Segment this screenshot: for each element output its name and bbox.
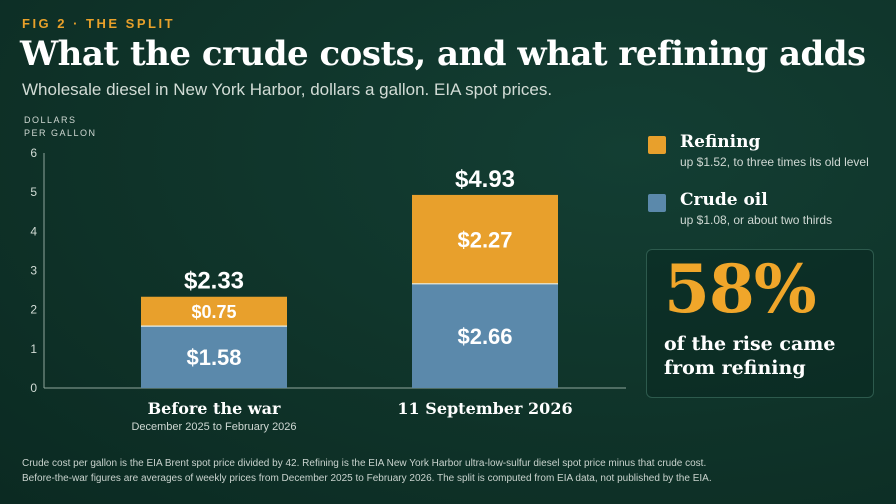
legend-swatch-refining (648, 136, 666, 154)
y-tick-label: 6 (30, 146, 37, 160)
chart-title: What the crude costs, and what refining … (20, 34, 866, 74)
legend-note-crude: up $1.08, or about two thirds (680, 213, 833, 227)
total-label: $2.33 (184, 268, 244, 295)
y-tick-label: 5 (30, 185, 37, 199)
data-label: $2.27 (457, 227, 512, 252)
bar-segment (141, 296, 287, 327)
chart-subtitle: Wholesale diesel in New York Harbor, dol… (22, 80, 553, 99)
bar-segment (412, 194, 558, 284)
bar-segment (141, 326, 287, 388)
figure-label: FIG 2 · THE SPLIT (22, 16, 176, 31)
data-label: $1.58 (186, 345, 241, 370)
legend-title-crude: Crude oil (680, 190, 768, 210)
footnote: Crude cost per gallon is the EIA Brent s… (22, 456, 882, 486)
y-axis-label: DOLLARS PER GALLON (24, 114, 97, 140)
total-label: $4.93 (455, 166, 515, 193)
legend-title-refining: Refining (680, 132, 761, 152)
callout-box (646, 249, 874, 398)
legend-swatch-crude (648, 194, 666, 212)
y-tick-label: 1 (30, 342, 37, 356)
x-tick-label: Before the war (148, 399, 281, 418)
y-tick-label: 2 (30, 303, 37, 317)
callout-text: of the rise came from refining (664, 333, 836, 379)
footnote-line-2: Before-the-war figures are averages of w… (22, 473, 712, 484)
x-tick-sublabel: December 2025 to February 2026 (131, 421, 296, 433)
y-tick-label: 0 (30, 381, 37, 395)
footnote-line-1: Crude cost per gallon is the EIA Brent s… (22, 458, 707, 469)
y-axis-label-line-1: DOLLARS (24, 115, 77, 125)
y-axis-label-line-2: PER GALLON (24, 128, 97, 138)
y-tick-label: 3 (30, 264, 37, 278)
bar-segment (412, 283, 558, 388)
data-label: $2.66 (457, 324, 512, 349)
data-label: $0.75 (191, 302, 236, 322)
y-tick-label: 4 (30, 224, 37, 238)
x-tick-label: 11 September 2026 (397, 399, 572, 418)
callout-percentage: 58% (664, 250, 817, 328)
legend-note-refining: up $1.52, to three times its old level (680, 155, 869, 169)
